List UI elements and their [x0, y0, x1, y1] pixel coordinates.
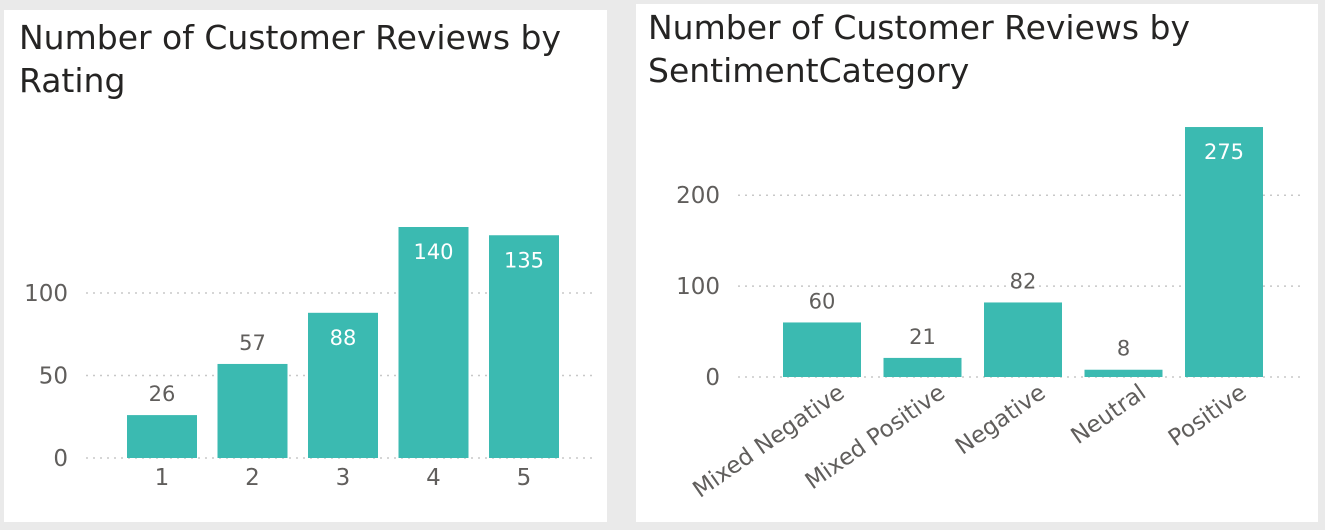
y-tick-label: 0 [705, 365, 720, 391]
sentiment-chart-panel: Number of Customer Reviews by SentimentC… [636, 4, 1318, 522]
x-tick-label: 5 [517, 465, 532, 491]
x-tick-label: 1 [155, 465, 170, 491]
bar [217, 363, 288, 458]
data-label: 275 [1204, 140, 1244, 164]
chart-title: Number of Customer Reviews by SentimentC… [648, 8, 1191, 90]
rating-chart-panel: Number of Customer Reviews by Rating 0 50… [4, 10, 607, 522]
y-tick-label: 200 [676, 183, 720, 209]
bar [1084, 369, 1163, 377]
bar [127, 415, 197, 458]
x-tick-label: 3 [336, 465, 351, 491]
y-tick-label: 0 [53, 446, 68, 472]
bar [783, 322, 861, 377]
bar [883, 357, 962, 377]
bar [398, 227, 469, 458]
y-tick-label: 100 [676, 274, 720, 300]
data-label: 57 [239, 331, 266, 355]
data-label: 21 [909, 325, 936, 349]
bar [308, 312, 378, 458]
data-label: 82 [1010, 269, 1037, 293]
x-tick-label: 2 [245, 465, 260, 491]
x-tick-label: Positive [1164, 380, 1252, 452]
data-label: 26 [149, 382, 176, 406]
x-tick-label: Neutral [1066, 380, 1150, 450]
rating-bar-chart: 0 50 100 26 1 57 2 88 3 140 4 135 5 [24, 227, 594, 491]
data-label: 60 [809, 289, 836, 313]
x-tick-label: 4 [426, 465, 441, 491]
bar [984, 302, 1062, 377]
data-label: 88 [330, 326, 357, 350]
bar [1185, 127, 1263, 378]
data-label: 135 [504, 248, 544, 272]
data-label: 8 [1117, 337, 1130, 361]
x-tick-label: Negative [951, 380, 1050, 461]
y-tick-label: 50 [39, 364, 68, 390]
data-label: 140 [413, 240, 453, 264]
y-tick-label: 100 [24, 281, 68, 307]
bar [489, 235, 559, 458]
chart-title: Number of Customer Reviews by Rating [19, 18, 562, 100]
